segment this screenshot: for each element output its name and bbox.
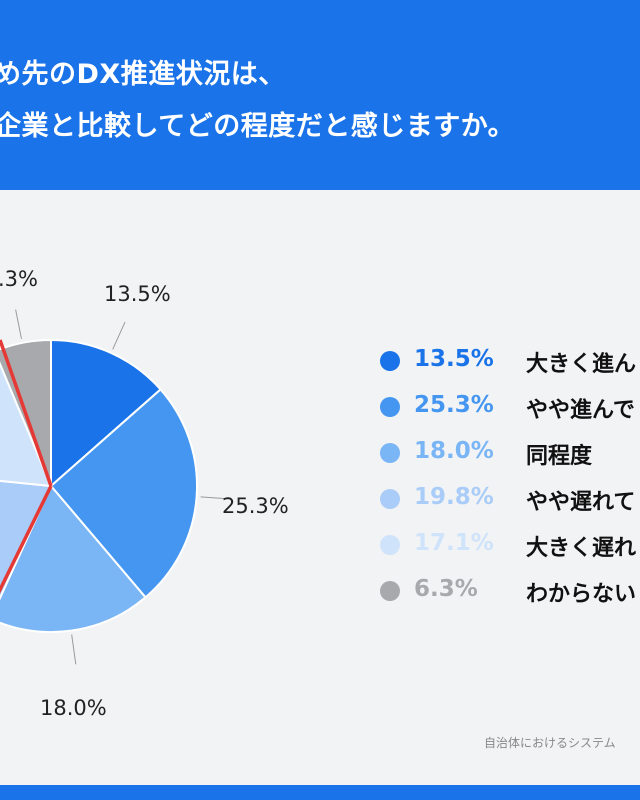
legend-value: 13.5% (414, 346, 494, 372)
legend-label: 大きく遅れ (526, 536, 637, 561)
legend-item: 17.1% 大きく遅れ (380, 522, 640, 568)
legend-dot (380, 397, 400, 417)
legend-label: やや進んで (526, 398, 635, 423)
leader-line (200, 496, 231, 500)
slice-label-2: 25.3% (222, 494, 289, 518)
legend-item: 13.5% 大きく進ん (380, 338, 640, 384)
legend-label: やや遅れて (526, 490, 636, 515)
slice-label-3: 18.0% (40, 696, 107, 720)
legend-value: 17.1% (414, 530, 494, 556)
legend-item: 18.0% 同程度 (380, 430, 640, 476)
slice-label-1: 13.5% (104, 282, 171, 306)
pie-slice-2 (49, 388, 198, 599)
legend-label: わからない (526, 582, 637, 607)
legend-value: 25.3% (414, 392, 494, 418)
pie-slice-1 (50, 338, 162, 489)
legend-label: 大きく進ん (526, 352, 637, 377)
legend-dot (380, 351, 400, 371)
legend-value: 6.3% (414, 576, 478, 602)
divider-line (0, 485, 53, 594)
source-note: 自治体におけるシステム (484, 736, 616, 750)
question-line-2: 企業と比較してどの程度だと感じますか。 (0, 111, 516, 142)
divider-line (0, 339, 53, 487)
footer-bar (0, 785, 640, 800)
pie-chart: 13.5% 25.3% 18.0% .3% (0, 267, 289, 720)
legend-label: 同程度 (526, 444, 593, 469)
legend-dot (380, 581, 400, 601)
legend-value: 19.8% (414, 484, 494, 510)
pie-slice-3 (0, 484, 147, 633)
leader-line (112, 321, 126, 350)
legend: 13.5% 大きく進ん 25.3% やや進んで 18.0% 同程度 19.8% … (380, 338, 640, 614)
legend-dot (380, 489, 400, 509)
question-line-1: め先のDX推進状況は、 (0, 59, 286, 90)
legend-item: 6.3% わからない (380, 568, 640, 614)
header-banner: め先のDX推進状況は、 企業と比較してどの程度だと感じますか。 (0, 0, 640, 190)
slice-label-6: .3% (0, 267, 38, 291)
legend-value: 18.0% (414, 438, 494, 464)
legend-dot (380, 443, 400, 463)
legend-item: 19.8% やや遅れて (380, 476, 640, 522)
legend-item: 25.3% やや進んで (380, 384, 640, 430)
leader-line (71, 634, 77, 665)
leader-line (15, 309, 22, 340)
legend-dot (380, 535, 400, 555)
